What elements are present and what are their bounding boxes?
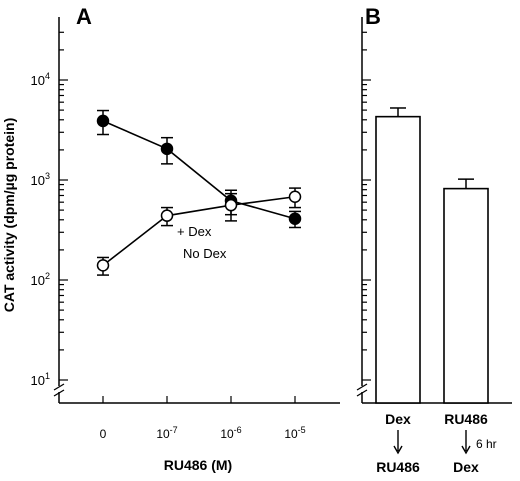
x-tick-label: 10-6	[220, 425, 241, 441]
bar1-arrow	[393, 430, 403, 455]
y-tick-labels: 101 102 103 104	[31, 71, 50, 388]
x-axis-title: RU486 (M)	[164, 457, 232, 473]
x-tick-labels: 0 10-7 10-6 10-5	[100, 425, 306, 441]
panel-b-categories: Dex RU486 RU486 6 hr Dex	[376, 411, 496, 475]
data-point-no-dex	[224, 198, 238, 212]
y-tick-label: 104	[31, 71, 50, 88]
bar2-bottom-label: Dex	[453, 459, 479, 475]
x-tick-label: 10-5	[284, 425, 305, 441]
bar1-bottom-label: RU486	[376, 459, 420, 475]
series-line	[102, 120, 296, 220]
panel-b-ticks	[362, 31, 371, 381]
data-point-no-dex	[288, 190, 302, 203]
panel-a-label: A	[76, 4, 92, 29]
x-tick-label: 10-7	[156, 425, 177, 441]
bar	[443, 187, 489, 404]
x-tick-label: 0	[100, 427, 107, 441]
bar1-top-label: Dex	[385, 411, 411, 427]
panel-a-axes	[53, 17, 340, 404]
y-tick-label: 102	[31, 271, 50, 288]
data-point-plus-dex	[288, 212, 302, 225]
bar2-arrow	[461, 430, 471, 455]
bar	[375, 115, 421, 404]
panel-b-label: B	[365, 4, 381, 29]
y-axis-title: CAT activity (dpm/µg protein)	[1, 118, 17, 312]
y-tick-label: 101	[31, 371, 50, 388]
panel-b-bars	[375, 107, 489, 404]
y-tick-label: 103	[31, 171, 50, 188]
panel-a-ticks	[59, 31, 296, 403]
bar2-top-label: RU486	[444, 411, 488, 427]
panel-a-series	[96, 109, 302, 276]
annotation-plus-dex: + Dex	[177, 224, 212, 239]
series-line	[102, 195, 296, 267]
data-point-plus-dex	[96, 114, 110, 128]
data-point-no-dex	[96, 259, 110, 272]
annotation-no-dex: No Dex	[183, 246, 227, 261]
bar2-note: 6 hr	[476, 437, 497, 451]
data-point-no-dex	[160, 209, 174, 222]
data-point-plus-dex	[160, 142, 174, 156]
